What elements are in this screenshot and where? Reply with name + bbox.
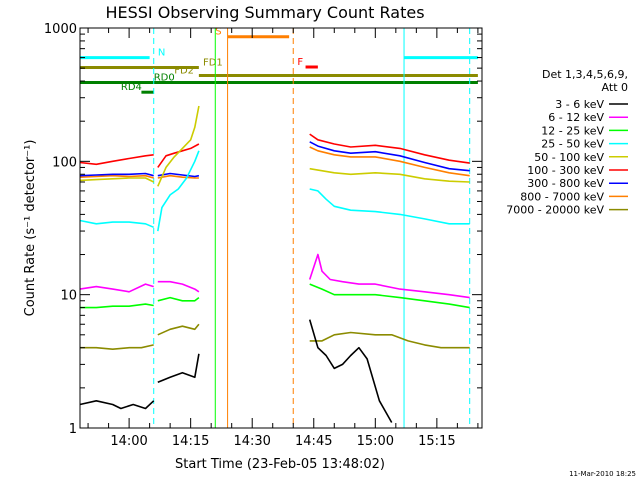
plot-area-frame — [79, 27, 483, 429]
series-line-800-7000-kev — [79, 174, 154, 179]
legend-header-line-2: Att 0 — [602, 81, 628, 94]
series-line-25-50-kev — [79, 219, 155, 229]
series-line-12-25-kev — [309, 283, 470, 309]
series-line-300-800-kev — [157, 172, 200, 178]
legend-label-50-100-kev: 50 - 100 keV — [534, 151, 604, 164]
series-line-6-12-kev — [308, 253, 470, 299]
x-tick-label: 14:00 — [110, 434, 147, 449]
flag-label-rd4: RD4 — [121, 82, 142, 93]
y-tick-label: 1 — [69, 422, 77, 437]
series-line-7000-20000-kev — [79, 344, 154, 351]
time-markers-layer — [153, 28, 471, 428]
flag-label-fd2: FD2 — [174, 66, 194, 77]
series-line-6-12-kev — [157, 280, 200, 293]
flag-label-rd0: RD0 — [154, 73, 175, 84]
legend-label-3-6-kev: 3 - 6 keV — [555, 98, 604, 111]
legend-label-12-25-kev: 12 - 25 keV — [541, 124, 604, 137]
legend-label-6-12-kev: 6 - 12 keV — [548, 111, 604, 124]
series-line-6-12-kev — [79, 283, 154, 293]
series-line-300-800-kev — [309, 141, 470, 172]
chart-title: HESSI Observing Summary Count Rates — [105, 3, 424, 22]
legend-label-800-7000-kev: 800 - 7000 keV — [520, 190, 604, 203]
generated-timestamp: 11-Mar-2010 18:25 — [569, 470, 636, 478]
legend-label-7000-20000-kev: 7000 - 20000 keV — [506, 204, 604, 217]
series-line-100-300-kev — [79, 154, 154, 166]
series-line-3-6-kev — [308, 319, 393, 423]
flag-label-f: F — [297, 57, 303, 68]
series-line-25-50-kev — [309, 188, 470, 225]
x-tick-label: 15:00 — [357, 434, 394, 449]
series-line-50-100-kev — [309, 167, 470, 183]
series-line-100-300-kev — [309, 133, 470, 164]
series-line-25-50-kev — [157, 150, 200, 232]
series-line-7000-20000-kev — [157, 323, 200, 336]
series-line-800-7000-kev — [309, 146, 470, 177]
series-line-50-100-kev — [79, 177, 155, 183]
x-tick-label: 15:15 — [418, 434, 455, 449]
legend-label-300-800-kev: 300 - 800 keV — [527, 177, 604, 190]
series-line-12-25-kev — [79, 303, 154, 309]
legend-label-100-300-kev: 100 - 300 keV — [527, 164, 604, 177]
legend-header-line-1: Det 1,3,4,5,6,9, — [542, 68, 628, 81]
y-axis-label: Count Rate (s⁻¹ detector⁻¹) — [23, 140, 38, 317]
series-layer — [79, 105, 470, 423]
series-line-3-6-kev — [79, 399, 155, 410]
series-line-800-7000-kev — [157, 174, 199, 179]
x-tick-label: 14:30 — [233, 434, 270, 449]
series-line-300-800-kev — [79, 172, 154, 177]
flag-label-n: N — [158, 48, 165, 59]
y-tick-label: 100 — [52, 155, 77, 170]
x-tick-label: 14:15 — [172, 434, 209, 449]
axes-layer: 1 10 100 1000 14:00 14:15 14:30 14:45 15:00 15:15 — [44, 22, 482, 449]
series-line-7000-20000-kev — [309, 331, 470, 349]
x-axis-label: Start Time (23-Feb-05 13:48:02) — [175, 457, 385, 472]
series-line-3-6-kev — [157, 353, 200, 384]
flag-label-fd1: FD1 — [203, 58, 223, 69]
y-tick-label: 10 — [60, 289, 77, 304]
x-tick-label: 14:45 — [295, 434, 332, 449]
flag-label-s: S — [215, 27, 221, 38]
legend-label-25-50-kev: 25 - 50 keV — [541, 138, 604, 151]
y-tick-label: 1000 — [44, 22, 77, 37]
series-line-12-25-kev — [157, 296, 200, 302]
series-line-50-100-kev — [157, 105, 200, 187]
